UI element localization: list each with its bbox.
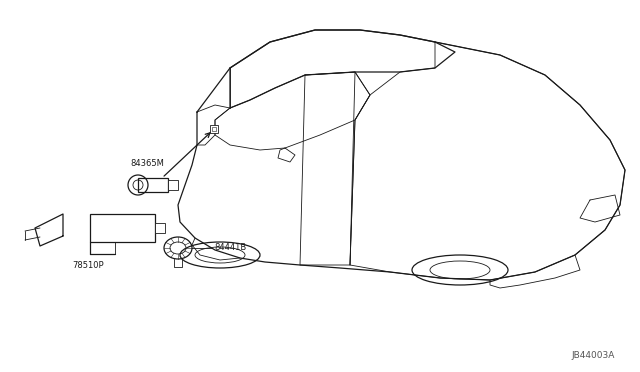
Text: 78510P: 78510P [72,260,104,269]
Bar [90,214,155,242]
Text: JB44003A: JB44003A [572,350,615,359]
Bar [168,180,178,190]
Bar [212,127,216,131]
Text: 84441B: 84441B [214,244,246,253]
Bar [138,178,168,192]
Text: 84365M: 84365M [130,159,164,168]
Bar [210,125,218,133]
Bar [155,223,165,233]
